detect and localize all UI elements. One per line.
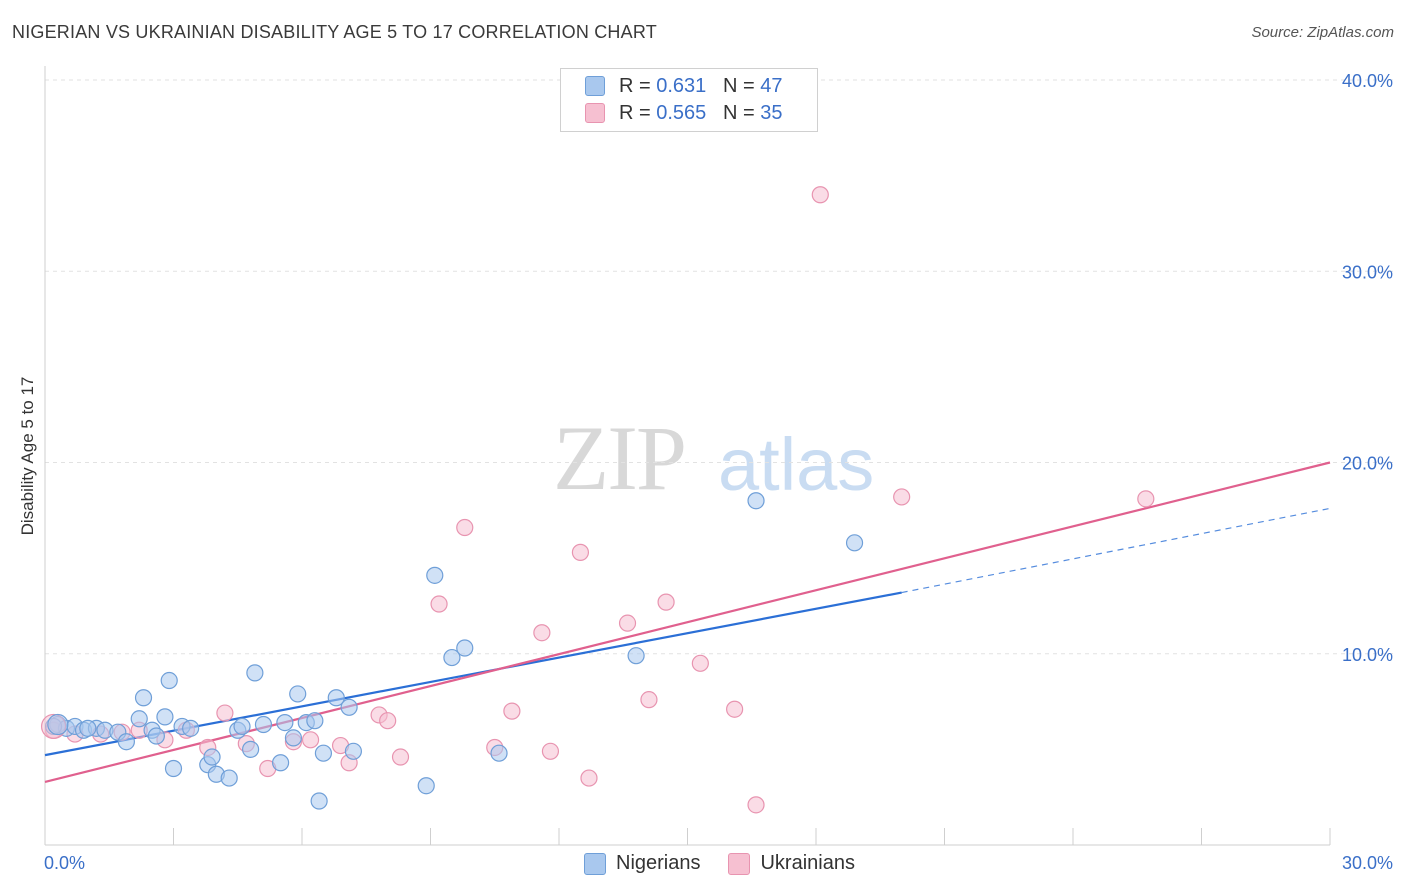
stats-legend: R = 0.631 N = 47 R = 0.565 N = 35 (560, 68, 818, 132)
ukrainian-point (691, 654, 709, 672)
ukrainian-point (456, 518, 474, 537)
ukrainian-point (657, 593, 675, 611)
nigerian-point (130, 710, 148, 728)
nigerian-point (147, 727, 165, 745)
series-legend: Nigerians Ukrainians (584, 852, 883, 875)
y-tick-label: 30.0% (1342, 262, 1393, 282)
nigerian-point (426, 566, 444, 584)
nigerian-point (845, 534, 864, 552)
nigerians-trend-extension (901, 507, 1331, 594)
tick-labels: 10.0% 20.0% 30.0% 40.0% 0.0% 30.0% Disability … (18, 71, 1393, 873)
watermark-atlas: atlas (718, 423, 875, 506)
nigerian-point (276, 713, 294, 732)
ukrainians-swatch (585, 103, 605, 123)
nigerian-point (203, 748, 221, 766)
y-tick-label: 40.0% (1342, 71, 1393, 91)
ukrainian-point (430, 595, 448, 613)
legend-n-value: 47 (760, 74, 783, 97)
y-tick-label: 10.0% (1342, 645, 1393, 665)
legend-n-label: N = (722, 74, 761, 97)
legend-r-value: 0.565 (656, 101, 707, 124)
nigerians-swatch (585, 76, 605, 96)
ukrainian-point (726, 700, 744, 718)
ukrainian-point (379, 712, 397, 730)
nigerian-point (314, 744, 333, 762)
nigerian-point (344, 742, 362, 760)
nigerian-point (310, 792, 328, 810)
ukrainian-point (571, 543, 590, 561)
axes (44, 66, 1331, 846)
gridlines (45, 79, 1395, 655)
nigerian-point (627, 647, 645, 665)
ukrainian-point (301, 731, 320, 749)
nigerian-point (233, 717, 251, 736)
nigerian-point (246, 664, 264, 682)
ukrainian-point (216, 704, 234, 722)
nigerian-point (271, 754, 290, 772)
nigerian-point (747, 492, 765, 510)
nigerian-point (490, 744, 508, 762)
nigerian-point (254, 715, 273, 734)
x-tick-label: 30.0% (1342, 853, 1393, 873)
legend-r-label: R = (619, 101, 657, 124)
nigerian-point (117, 733, 135, 751)
nigerian-point (284, 729, 303, 747)
nigerian-point (160, 671, 178, 690)
nigerian-point (417, 777, 435, 795)
nigerian-point (327, 689, 345, 707)
nigerian-point (456, 639, 474, 657)
legend-item-ukrainians[interactable]: Ukrainians (728, 852, 855, 875)
nigerian-point (156, 708, 174, 726)
source-label: Source: ZipAtlas.com (1251, 24, 1394, 41)
watermark-zip: ZIP (553, 407, 687, 509)
ukrainian-point (811, 186, 829, 204)
nigerian-point (443, 648, 461, 667)
x-tick-label: 0.0% (44, 853, 85, 873)
nigerian-point (306, 712, 324, 730)
ukrainians-legend-swatch (728, 852, 751, 875)
ukrainian-point (640, 691, 658, 709)
ukrainian-point (747, 796, 765, 814)
nigerians-legend-label: Nigerians (616, 852, 701, 874)
legend-r-label: R = (619, 74, 657, 97)
nigerian-point (47, 713, 69, 736)
ukrainian-point (580, 769, 598, 787)
y-tick-label: 20.0% (1342, 454, 1393, 474)
y-axis-label: Disability Age 5 to 17 (18, 377, 37, 536)
legend-n-value: 35 (760, 101, 783, 124)
ukrainian-point (1137, 490, 1155, 508)
ukrainian-point (533, 624, 551, 642)
nigerian-point (242, 740, 260, 758)
ukrainian-point (541, 742, 560, 760)
ukrainians-legend-label: Ukrainians (760, 852, 855, 874)
nigerian-point (134, 689, 153, 707)
ukrainian-point (618, 614, 637, 632)
nigerian-point (220, 769, 238, 787)
chart-title: NIGERIAN VS UKRAINIAN DISABILITY AGE 5 T… (12, 22, 657, 42)
ukrainian-point (893, 488, 911, 506)
nigerian-point (79, 719, 97, 737)
data-points (40, 186, 1155, 814)
nigerian-point (164, 759, 183, 778)
nigerian-point (182, 719, 200, 737)
ukrainian-point (503, 702, 521, 720)
legend-r-value: 0.631 (656, 74, 707, 97)
legend-n-label: N = (722, 101, 761, 124)
nigerian-point (340, 698, 358, 716)
legend-item-nigerians[interactable]: Nigerians (584, 852, 700, 875)
ukrainian-point (391, 748, 410, 766)
nigerian-point (289, 685, 307, 703)
nigerians-legend-swatch (584, 852, 606, 875)
